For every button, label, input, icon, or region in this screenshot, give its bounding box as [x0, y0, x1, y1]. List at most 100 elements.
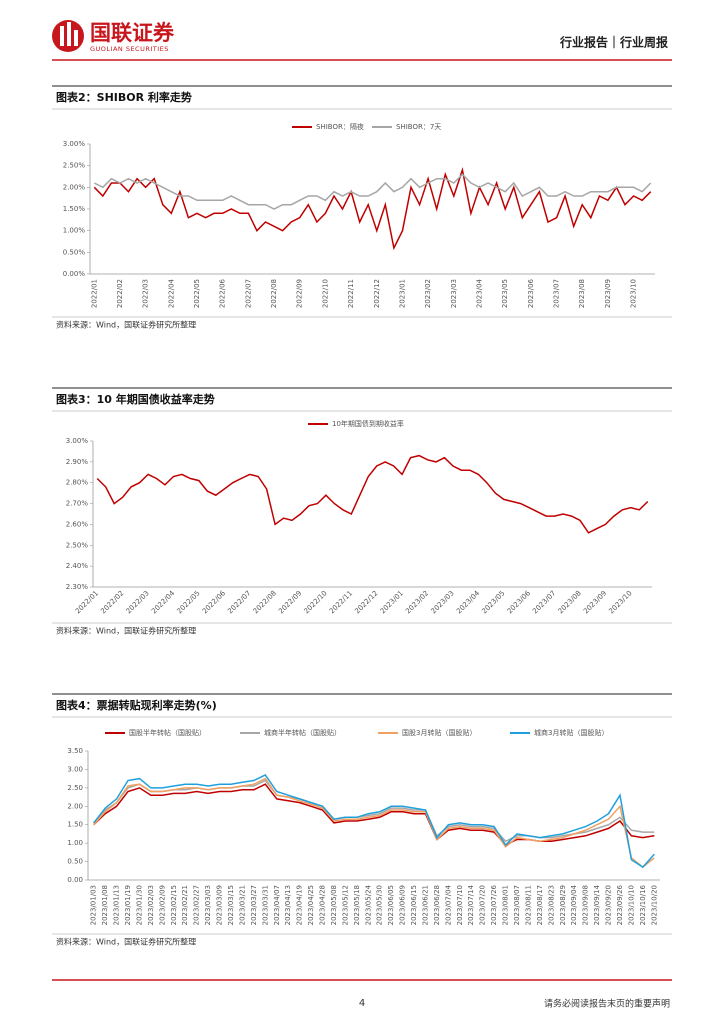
- x-tick-label: 2023/03/27: [250, 885, 258, 925]
- y-tick-label: 2.50%: [66, 541, 89, 549]
- x-tick-label: 2023/02/09: [158, 885, 166, 925]
- series-line: [93, 779, 655, 843]
- disclaimer: 请务必阅读报告末页的重要声明: [544, 998, 670, 1010]
- y-tick-label: 1.50%: [63, 205, 86, 213]
- x-tick-label: 2023/08: [557, 589, 583, 615]
- x-tick-label: 2023/07/04: [444, 884, 452, 925]
- logo: [52, 20, 84, 52]
- series-line: [93, 167, 652, 251]
- y-tick-label: 1.00: [67, 839, 83, 847]
- report-type: 行业报告｜行业周报: [559, 35, 668, 50]
- x-tick-label: 2022/04: [167, 278, 175, 308]
- x-tick-label: 2023/08/11: [524, 885, 532, 925]
- brand-en: GUOLIAN SECURITIES: [90, 45, 169, 53]
- legend-label: 城商半年转帖（国股贴）: [264, 728, 341, 737]
- x-tick-label: 2023/09/08: [582, 885, 590, 925]
- x-tick-label: 2022/08: [270, 279, 278, 308]
- figure-source: 资料来源：Wind，国联证券研究所整理: [56, 320, 196, 330]
- x-tick-label: 2022/06: [201, 589, 228, 616]
- legend-label: 城商3月转贴（国股贴）: [534, 728, 608, 737]
- y-tick-label: 3.00%: [66, 437, 89, 445]
- x-tick-label: 2023/01/30: [135, 885, 143, 925]
- x-tick-label: 2023/01/13: [113, 885, 121, 925]
- x-tick-label: 2023/03/15: [227, 885, 235, 925]
- y-tick-label: 2.30%: [66, 583, 89, 591]
- x-tick-label: 2023/05: [480, 589, 506, 615]
- x-tick-label: 2022/12: [373, 279, 381, 308]
- y-tick-label: 2.50: [67, 784, 83, 792]
- x-tick-label: 2023/01/03: [90, 885, 98, 925]
- legend-label: 国股半年转帖（国股贴）: [129, 728, 206, 737]
- x-tick-label: 2023/01: [379, 589, 405, 615]
- y-tick-label: 1.50: [67, 821, 83, 829]
- y-tick-label: 0.50: [67, 858, 83, 866]
- legend-label: 国股3月转贴（国股贴）: [402, 728, 476, 737]
- x-tick-label: 2022/08: [252, 589, 278, 615]
- series-line: [93, 777, 655, 869]
- y-tick-label: 0.00: [67, 876, 83, 884]
- x-tick-label: 2023/02/03: [147, 885, 155, 925]
- x-tick-label: 2022/05: [193, 279, 201, 308]
- x-tick-label: 2023/03: [450, 279, 458, 308]
- x-tick-label: 2023/01/08: [101, 885, 109, 925]
- x-tick-label: 2023/02/27: [193, 885, 201, 925]
- x-tick-label: 2023/02: [404, 589, 430, 615]
- x-tick-label: 2023/09: [582, 589, 608, 615]
- y-tick-label: 3.00%: [63, 140, 86, 148]
- series-line: [93, 173, 652, 210]
- x-tick-label: 2023/05/30: [376, 885, 384, 925]
- y-tick-label: 3.50: [67, 747, 83, 755]
- y-tick-label: 2.00%: [63, 183, 86, 191]
- x-tick-label: 2023/06/28: [433, 885, 441, 925]
- figure-title: 图表4：票据转贴现利率走势(%): [56, 698, 217, 712]
- x-tick-label: 2023/10: [607, 589, 633, 615]
- x-tick-label: 2023/03: [430, 589, 456, 615]
- x-tick-label: 2023/09/20: [605, 885, 613, 925]
- series-line: [93, 774, 655, 869]
- x-tick-label: 2023/04: [455, 589, 482, 616]
- x-tick-label: 2023/10/16: [639, 884, 647, 925]
- x-tick-label: 2023/03/09: [216, 885, 224, 925]
- x-tick-label: 2023/10/10: [627, 885, 635, 925]
- x-tick-label: 2022/01: [74, 589, 100, 615]
- x-tick-label: 2023/04/07: [273, 885, 281, 925]
- x-tick-label: 2023/09: [604, 279, 612, 308]
- x-tick-label: 2022/04: [150, 589, 177, 616]
- x-tick-label: 2023/09/04: [570, 884, 578, 925]
- x-tick-label: 2022/05: [175, 589, 201, 615]
- x-tick-label: 2023/07/10: [456, 885, 464, 925]
- x-tick-label: 2023/01: [398, 279, 406, 308]
- x-tick-label: 2023/06/15: [410, 885, 418, 925]
- page-number: 4: [359, 998, 365, 1009]
- x-tick-label: 2022/09: [296, 279, 304, 308]
- x-tick-label: 2023/07/20: [479, 885, 487, 925]
- series-line: [96, 454, 649, 534]
- y-tick-label: 0.50%: [63, 248, 86, 256]
- x-tick-label: 2023/04/13: [284, 885, 292, 925]
- x-tick-label: 2023/06/21: [421, 885, 429, 925]
- legend-label: SHIBOR：7天: [396, 123, 441, 131]
- y-tick-label: 3.00: [67, 765, 83, 773]
- x-tick-label: 2022/12: [353, 589, 379, 615]
- y-tick-label: 1.00%: [63, 227, 86, 235]
- y-tick-label: 2.00: [67, 802, 83, 810]
- x-tick-label: 2023/06: [506, 589, 533, 616]
- x-tick-label: 2022/01: [90, 279, 98, 308]
- x-tick-label: 2023/10: [630, 279, 638, 308]
- y-tick-label: 2.50%: [63, 162, 86, 170]
- x-tick-label: 2022/02: [99, 589, 125, 615]
- x-tick-label: 2023/06/09: [399, 885, 407, 925]
- x-tick-label: 2023/05: [501, 279, 509, 308]
- x-tick-label: 2022/07: [226, 589, 252, 615]
- x-tick-label: 2023/06: [527, 278, 535, 308]
- figure-title: 图表2：SHIBOR 利率走势: [56, 90, 192, 104]
- x-tick-label: 2023/04/19: [296, 885, 304, 925]
- series-line: [93, 783, 655, 846]
- x-tick-label: 2023/05/18: [353, 885, 361, 925]
- x-tick-label: 2022/11: [347, 279, 355, 308]
- x-tick-label: 2023/07/26: [490, 884, 498, 925]
- legend-label: SHIBOR：隔夜: [316, 122, 364, 131]
- x-tick-label: 2023/03/21: [238, 885, 246, 925]
- x-tick-label: 2023/06/05: [387, 885, 395, 925]
